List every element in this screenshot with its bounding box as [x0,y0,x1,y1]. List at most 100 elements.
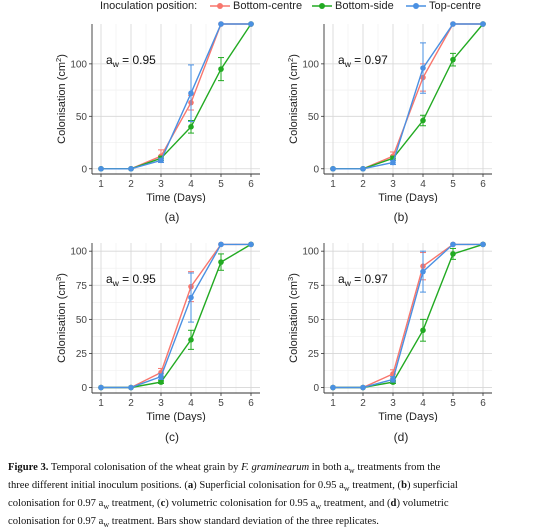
caption-sub: w [103,502,110,512]
caption-title: Figure 3. [8,462,49,473]
x-tick-label: 2 [360,179,366,190]
panel-label-a: (a) [164,210,180,224]
legend-label: Top-centre [429,0,481,12]
data-point-top-centre [390,159,396,166]
caption-line-2: three different initial inoculum positio… [8,478,536,496]
caption-bold: b [401,480,407,492]
caption-sub: w [315,502,322,512]
chart-d: 0 25 50 75 100 1 2 3 4 5 6 Time (Days) Colonisation … [286,241,492,422]
data-point-top-centre [390,376,396,383]
data-point-top-centre [360,165,366,172]
x-tick-label: 4 [420,398,426,409]
legend-label: Bottom-centre [233,0,303,12]
data-point-top-centre [218,21,224,27]
data-point-top-centre [98,165,104,172]
caption-text: treatment, ( [349,480,402,492]
data-point-bottom-side [158,379,164,385]
x-tick-label: 3 [158,179,164,190]
data-point-top-centre [330,384,336,391]
data-point-top-centre [450,21,456,27]
x-tick-label: 4 [420,179,426,190]
y-tick-label: 100 [302,59,319,70]
x-tick-label: 1 [330,398,336,409]
caption-sub: w [348,466,355,476]
y-tick-label: 0 [81,383,87,394]
panel-label-d: (d) [393,430,409,444]
y-tick-label: 25 [76,349,88,360]
data-point-bottom-side [188,337,194,343]
x-axis-label: Time (Days) [146,411,205,422]
data-point-top-centre [218,241,224,248]
data-point-top-centre [128,165,134,172]
caption-text: ) Superficial colonisation for 0.95 a [193,480,344,492]
caption-text: colonisation for 0.97 a [8,516,104,528]
caption-line-4: colonisation for 0.97 aw treatment. Bars… [8,514,536,532]
aw-annotation: aw = 0.95 [106,53,156,69]
x-tick-label: 5 [218,398,224,409]
y-axis-label: Colonisation (cm2) [54,54,68,144]
series-line-top-centre [333,243,483,389]
x-tick-label: 1 [330,179,336,190]
data-point-top-centre [158,157,164,164]
caption-line-3: colonisation for 0.97 aw treatment, (c) … [8,496,536,514]
chart-c: 0 25 50 75 100 1 2 3 4 5 6 Time (Days) Colonisation … [54,241,260,422]
x-tick-label: 2 [360,398,366,409]
data-point-top-centre [420,268,426,275]
legend-swatch-icon [312,3,332,10]
data-point-bottom-side [218,259,224,265]
caption-line-1: Figure 3. Temporal colonisation of the w… [8,460,536,478]
y-tick-label: 75 [308,281,320,292]
legend-label: Bottom-side [335,0,394,12]
legend-item-bottom-centre: Bottom-centre [210,0,302,12]
legend-swatch-icon [406,3,426,10]
data-point-top-centre [360,384,366,391]
y-tick-label: 25 [308,349,320,360]
y-axis-label: Colonisation (cm2) [286,54,300,144]
caption-text: treatment. Bars show standard deviation … [109,516,379,528]
y-tick-label: 0 [313,383,319,394]
y-tick-label: 100 [302,247,319,258]
series-line-top-centre [101,23,251,170]
chart-panel-d: 0 25 50 75 100 1 2 3 4 5 6 Time (Days) Colonisation … [280,237,500,422]
x-tick-label: 5 [450,179,456,190]
y-tick-label: 75 [76,281,88,292]
x-tick-label: 4 [188,179,194,190]
legend-swatch-icon [210,3,230,10]
y-tick-label: 50 [76,315,88,326]
data-point-top-centre [480,21,486,27]
x-tick-label: 6 [248,179,254,190]
caption-text: ) volumetric colonisation for 0.95 a [165,498,316,510]
x-axis-label: Time (Days) [378,411,437,422]
data-point-top-centre [188,294,194,301]
x-axis-label: Time (Days) [146,192,205,203]
series-line-top-centre [333,23,483,170]
data-point-top-centre [248,21,254,27]
y-axis-label: Colonisation (cm3) [54,273,68,363]
data-point-top-centre [248,241,254,248]
data-point-bottom-side [420,117,426,124]
caption-bold: c [160,498,166,510]
caption-species: F. graminearum [241,462,310,473]
data-point-bottom-side [450,251,456,257]
caption-text: colonisation for 0.97 a [8,498,104,510]
y-tick-label: 50 [76,112,88,123]
x-tick-label: 6 [248,398,254,409]
legend-item-top-centre: Top-centre [406,0,481,12]
data-point-top-centre [450,241,456,248]
caption-text: treatment, and ( [321,498,391,510]
caption-bold: d [390,498,397,510]
caption-bold: a [187,480,194,492]
data-point-top-centre [158,373,164,380]
caption-text: ) volumetric [396,498,449,510]
chart-a: 0 50 100 1 2 3 4 5 6 Time (Days) Colonisation (cm2… [54,21,260,203]
x-tick-label: 2 [128,179,134,190]
chart-panel-a: 0 50 100 1 2 3 4 5 6 Time (Days) Colonisation (cm2… [48,18,268,203]
aw-annotation: aw = 0.97 [338,272,388,288]
x-tick-label: 1 [98,179,104,190]
x-tick-label: 5 [218,179,224,190]
y-tick-label: 0 [81,164,87,175]
caption-text: Temporal colonisation of the wheat grain… [48,462,242,473]
x-tick-label: 5 [450,398,456,409]
y-tick-label: 50 [308,112,320,123]
x-tick-label: 6 [480,179,486,190]
